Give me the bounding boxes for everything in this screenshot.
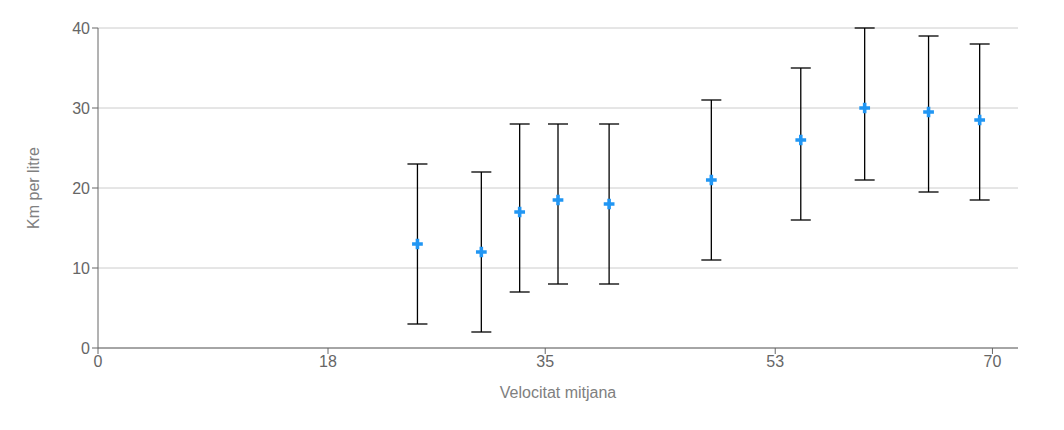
svg-text:0: 0 [94,353,103,370]
svg-text:Km per litre: Km per litre [25,147,42,229]
svg-text:10: 10 [72,260,90,277]
svg-text:35: 35 [536,353,554,370]
svg-text:0: 0 [81,340,90,357]
svg-text:30: 30 [72,100,90,117]
svg-text:18: 18 [319,353,337,370]
svg-text:20: 20 [72,180,90,197]
svg-text:40: 40 [72,20,90,37]
svg-text:Velocitat mitjana: Velocitat mitjana [500,384,617,401]
svg-text:70: 70 [984,353,1002,370]
svg-text:53: 53 [766,353,784,370]
